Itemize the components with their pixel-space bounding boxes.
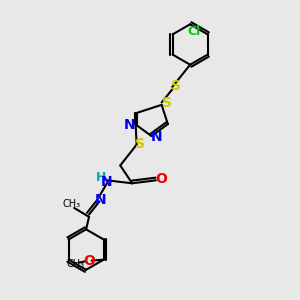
Text: S: S [162, 96, 172, 110]
Text: O: O [83, 254, 95, 268]
Text: N: N [94, 193, 106, 207]
Text: N: N [100, 175, 112, 189]
Text: Cl: Cl [188, 25, 201, 38]
Text: N: N [150, 130, 162, 144]
Text: N: N [124, 118, 136, 132]
Text: S: S [171, 80, 181, 93]
Text: H: H [96, 171, 106, 184]
Text: O: O [155, 172, 167, 186]
Text: S: S [135, 137, 145, 151]
Text: CH₃: CH₃ [67, 259, 85, 269]
Text: CH₃: CH₃ [63, 200, 81, 209]
